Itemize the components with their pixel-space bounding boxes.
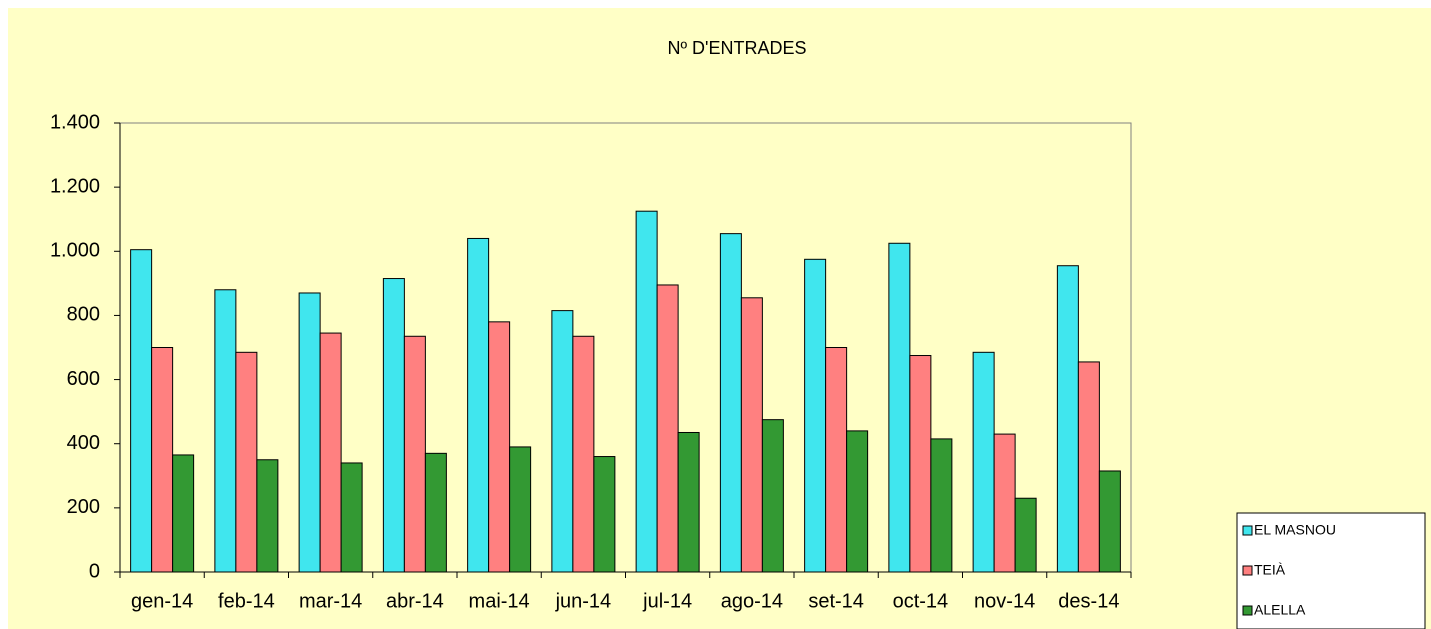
bar	[509, 446, 532, 573]
bar	[172, 454, 195, 573]
x-tick-label: feb-14	[218, 590, 275, 612]
y-tick-label: 0	[89, 560, 100, 582]
legend-label: ALELLA	[1254, 602, 1306, 618]
legend-label: EL MASNOU	[1254, 522, 1336, 538]
bar	[403, 335, 426, 573]
legend-swatch	[1242, 525, 1253, 536]
x-tick-label: des-14	[1058, 590, 1119, 612]
x-tick-label: ago-14	[721, 590, 783, 612]
bar	[256, 459, 279, 573]
x-tick-label: gen-14	[131, 590, 193, 612]
y-tick-label: 400	[67, 432, 100, 454]
bar	[298, 292, 321, 573]
bar	[909, 355, 932, 573]
bar	[467, 237, 490, 573]
x-tick-label: jun-14	[555, 590, 612, 612]
legend	[1236, 512, 1426, 629]
bar	[677, 431, 700, 573]
bar	[719, 233, 742, 573]
bar	[130, 249, 153, 573]
bar	[656, 284, 679, 573]
chart-title: Nº D'ENTRADES	[667, 38, 806, 58]
bar	[151, 347, 174, 573]
y-tick-label: 800	[67, 304, 100, 326]
bar	[1077, 361, 1100, 573]
bar	[235, 351, 258, 573]
x-tick-label: abr-14	[386, 590, 444, 612]
bar	[319, 332, 342, 573]
y-tick-label: 1.200	[50, 175, 100, 197]
bar	[1098, 470, 1121, 573]
bar	[993, 433, 1016, 573]
legend-label: TEIÀ	[1254, 562, 1286, 578]
x-tick-label: oct-14	[893, 590, 949, 612]
x-tick-label: mar-14	[299, 590, 362, 612]
bar	[382, 278, 405, 573]
x-tick-label: mai-14	[469, 590, 530, 612]
bar	[340, 462, 363, 573]
bar	[740, 297, 763, 573]
x-tick-label: set-14	[808, 590, 864, 612]
bar	[214, 289, 237, 573]
legend-swatch	[1242, 605, 1253, 616]
bar	[488, 321, 511, 573]
bar	[572, 335, 595, 573]
x-tick-label: nov-14	[974, 590, 1035, 612]
bar	[1056, 265, 1079, 573]
bar	[1014, 497, 1037, 573]
bar	[972, 351, 995, 573]
bar	[551, 310, 574, 573]
y-tick-label: 1.400	[50, 111, 100, 133]
y-tick-label: 600	[67, 368, 100, 390]
bar	[593, 456, 616, 573]
x-tick-label: jul-14	[642, 590, 692, 612]
y-tick-label: 200	[67, 496, 100, 518]
plot-area	[119, 122, 1132, 573]
bar	[846, 430, 869, 573]
bar	[635, 210, 658, 573]
legend-swatch	[1242, 565, 1253, 576]
bar	[888, 242, 911, 573]
bar	[825, 347, 848, 573]
bar	[930, 438, 953, 573]
bar	[424, 452, 447, 573]
y-tick-label: 1.000	[50, 240, 100, 262]
bar	[804, 258, 827, 573]
bar	[761, 419, 784, 573]
